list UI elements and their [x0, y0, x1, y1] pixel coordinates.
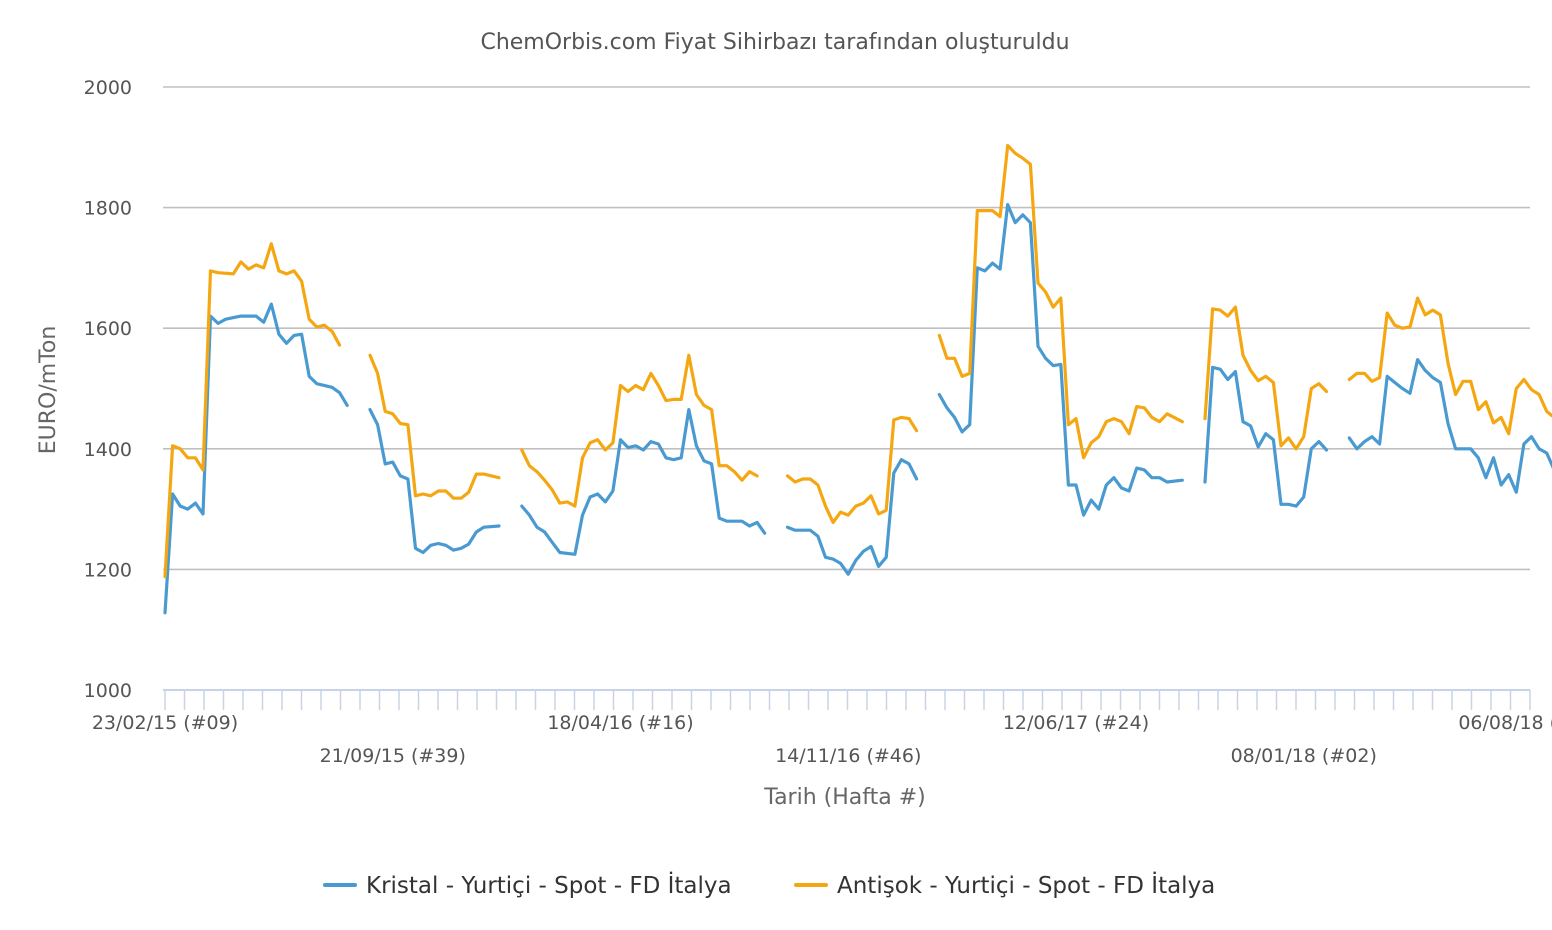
x-tick-label: 06/08/18 (#32): [1458, 712, 1552, 734]
series-line-segment: [785, 415, 919, 524]
legend-label: Kristal - Yurtiçi - Spot - FD İtalya: [366, 871, 732, 899]
y-axis-ticks: 1000 1200 1400 1600 1800 2000: [84, 77, 132, 702]
y-axis-label: EURO/mTon: [36, 326, 61, 455]
x-axis-tick-labels: 23/02/15 (#09) 21/09/15 (#39) 18/04/16 (#1…: [92, 712, 1552, 767]
x-axis-label: Tarih (Hafta #): [763, 785, 925, 810]
series-line-segment: [163, 242, 342, 579]
series-line-segment: [937, 203, 1184, 517]
y-tick-label: 1800: [84, 198, 132, 220]
x-axis: [163, 689, 1531, 710]
series-line-segment: [1203, 365, 1329, 508]
legend-label: Antişok - Yurtiçi - Spot - FD İtalya: [837, 871, 1215, 899]
y-tick-label: 1400: [84, 439, 132, 461]
series-line-segment: [368, 353, 501, 500]
series-line-segment: [937, 143, 1184, 460]
x-tick-label: 23/02/15 (#09): [92, 712, 238, 734]
series-line-segment: [368, 408, 501, 555]
chart-title: ChemOrbis.com Fiyat Sihirbazı tarafından…: [480, 30, 1069, 55]
y-tick-label: 1200: [84, 559, 132, 581]
series-line-segment: [520, 353, 759, 508]
x-tick-label: 14/11/16 (#46): [775, 745, 921, 767]
series-line-segment: [1203, 305, 1329, 451]
x-tick-label: 21/09/15 (#39): [320, 745, 466, 767]
series-line-segment: [163, 302, 349, 615]
grid-lines: [163, 86, 1530, 571]
series-line-segment: [520, 408, 767, 556]
series-line-segment: [785, 458, 919, 576]
y-tick-label: 2000: [84, 77, 132, 99]
x-tick-label: 12/06/17 (#24): [1003, 712, 1149, 734]
series-lines: [163, 143, 1552, 615]
x-tick-label: 08/01/18 (#02): [1231, 745, 1377, 767]
legend: Kristal - Yurtiçi - Spot - FD İtalya Anti…: [323, 871, 1215, 899]
series-line-segment: [1347, 296, 1552, 436]
series-kristal: [163, 203, 1552, 615]
series-antisok: [163, 143, 1552, 579]
x-tick-label: 18/04/16 (#16): [547, 712, 693, 734]
y-tick-label: 1000: [84, 680, 132, 702]
y-tick-label: 1600: [84, 318, 132, 340]
